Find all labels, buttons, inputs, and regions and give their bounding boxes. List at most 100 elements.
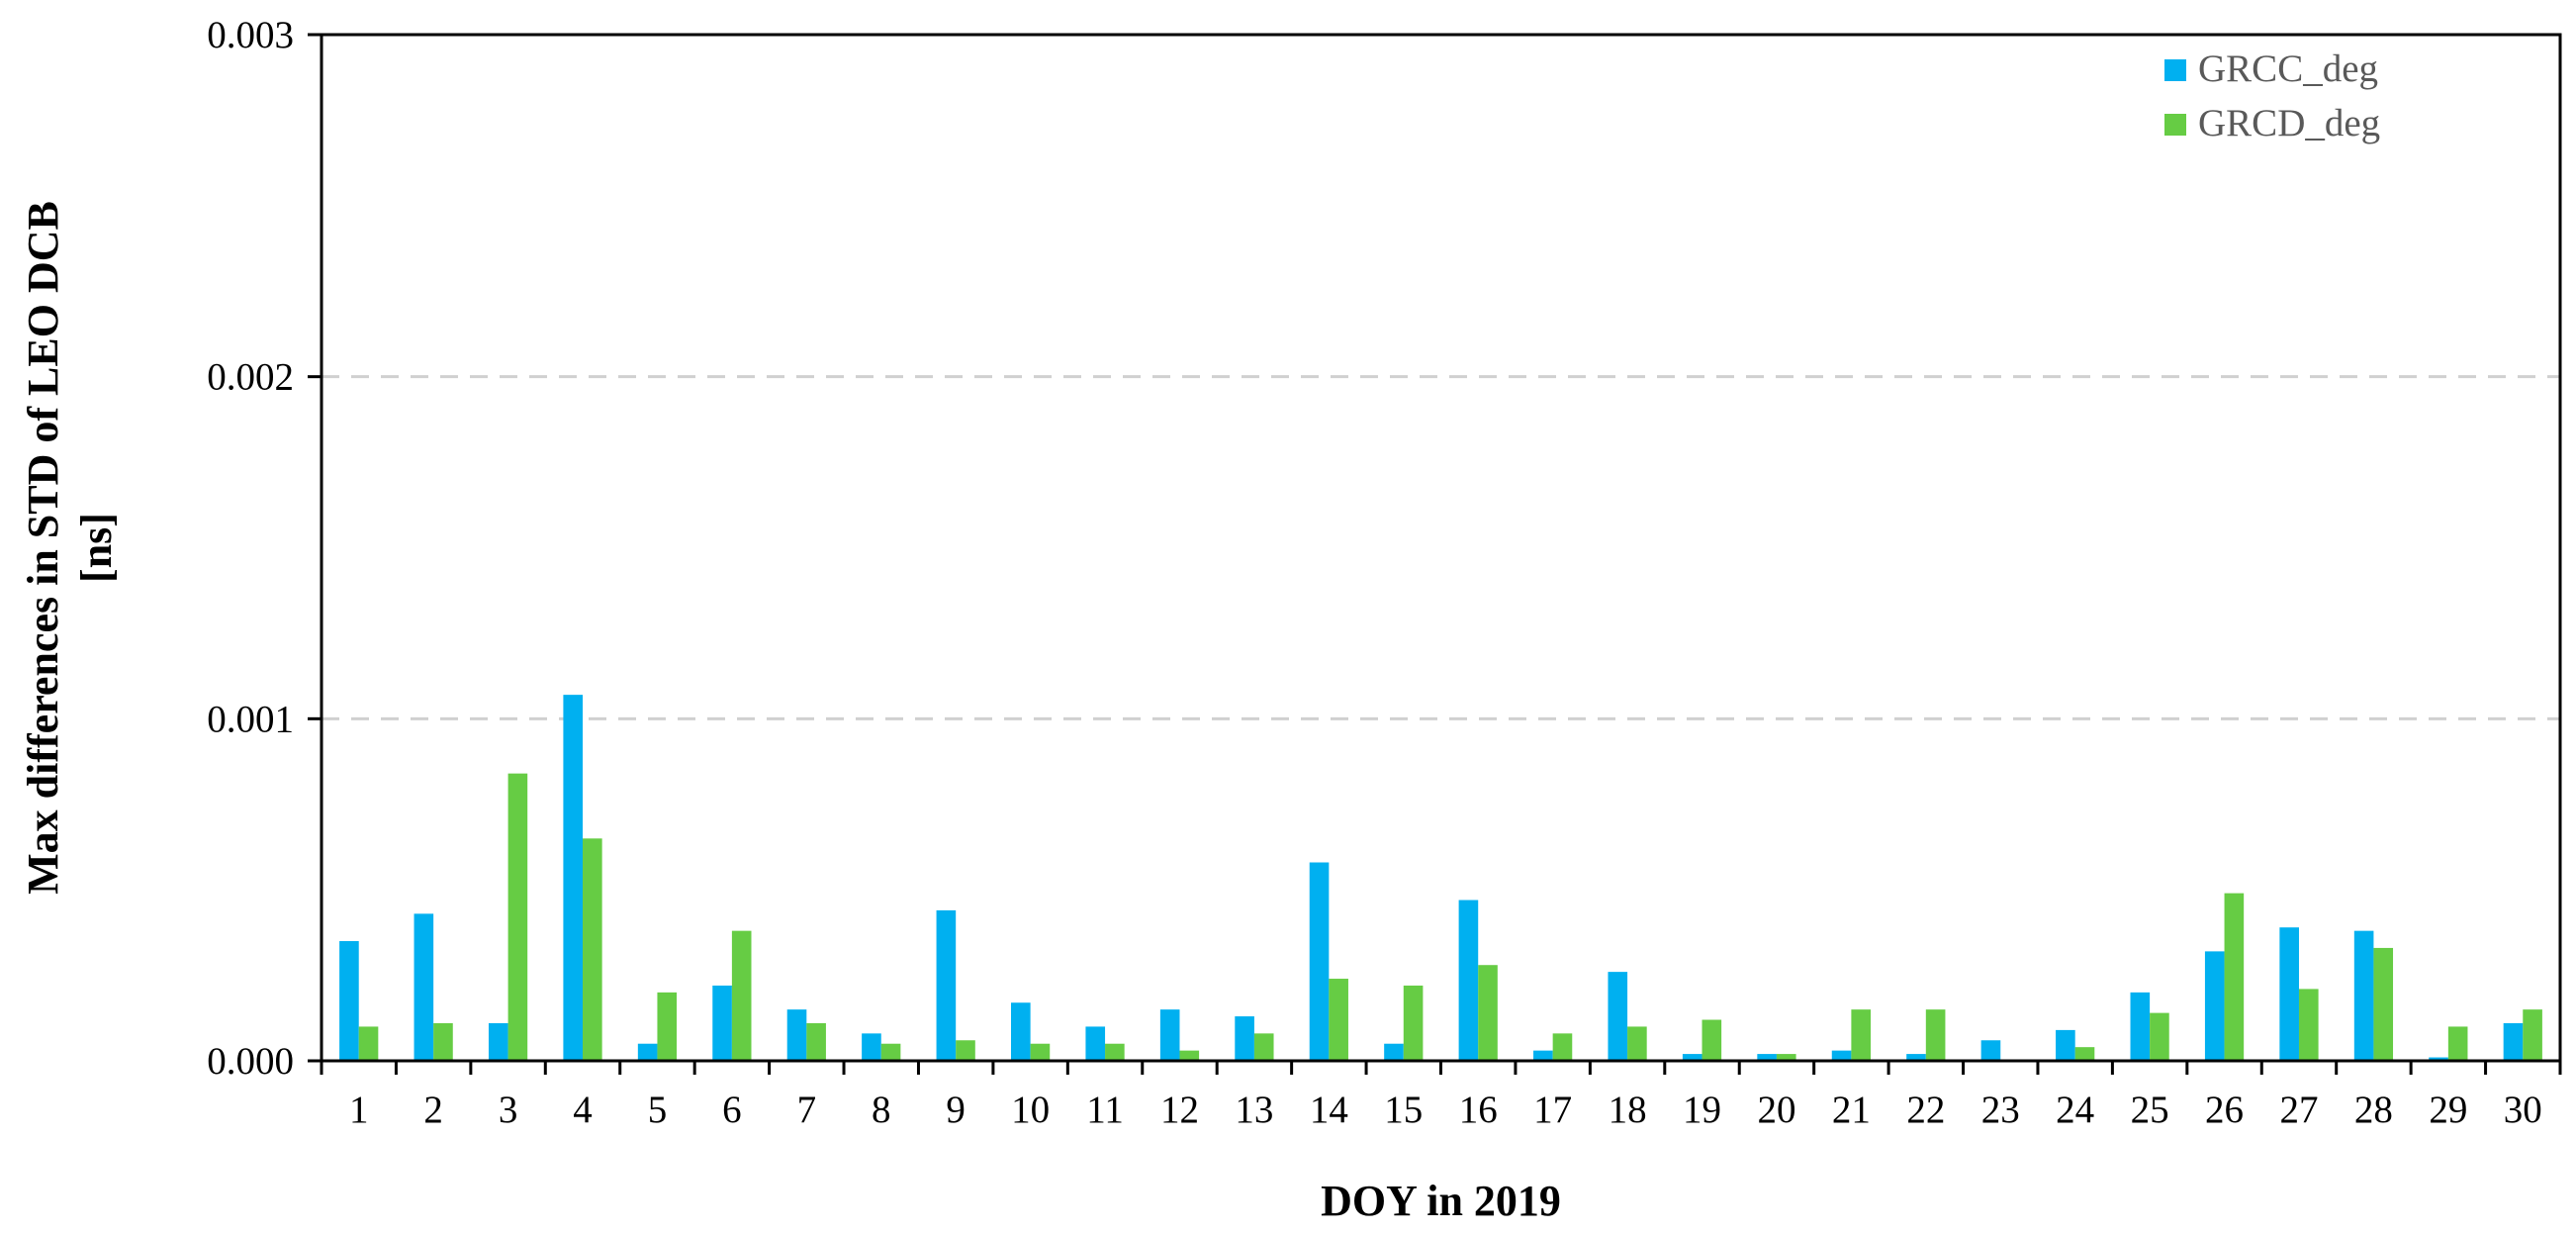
y-axis-title-line-2: [ns]: [72, 513, 121, 583]
x-tick-label: 1: [349, 1089, 369, 1131]
y-axis-title-line-1: Max differences in STD of LEO DCB: [19, 201, 67, 895]
x-tick-label: 30: [2504, 1089, 2542, 1131]
bar-grcd-deg-15: [1403, 985, 1424, 1061]
bar-grcc-deg-21: [1831, 1050, 1852, 1061]
x-tick-label: 12: [1160, 1089, 1199, 1131]
legend-swatch-grcd: [2164, 114, 2186, 136]
bar-grcc-deg-9: [936, 909, 957, 1061]
x-tick-label: 29: [2429, 1089, 2467, 1131]
x-tick-label: 13: [1235, 1089, 1273, 1131]
bar-grcc-deg-5: [637, 1043, 658, 1061]
bar-grcd-deg-14: [1329, 979, 1348, 1061]
x-tick-label: 23: [1981, 1089, 2020, 1131]
x-tick-label: 28: [2354, 1089, 2393, 1131]
bar-grcc-deg-25: [2130, 992, 2151, 1061]
legend: GRCC_deg GRCD_deg: [2164, 47, 2380, 144]
x-tick-label: 7: [797, 1089, 817, 1131]
x-tick-label: 17: [1533, 1089, 1572, 1131]
bar-grcd-deg-10: [1030, 1043, 1051, 1061]
bar-grcc-deg-7: [786, 1009, 807, 1061]
x-tick-label: 22: [1906, 1089, 1945, 1131]
x-tick-label: 5: [648, 1089, 668, 1131]
bar-grcc-deg-11: [1085, 1026, 1106, 1061]
bar-grcd-deg-1: [358, 1026, 379, 1061]
x-tick-label: 27: [2279, 1089, 2318, 1131]
legend-swatch-grcc: [2164, 59, 2186, 81]
bar-grcd-deg-17: [1552, 1033, 1573, 1061]
x-tick-label: 10: [1011, 1089, 1050, 1131]
bar-grcc-deg-4: [563, 695, 584, 1061]
bar-grcd-deg-29: [2447, 1026, 2468, 1061]
bar-grcd-deg-22: [1925, 1009, 1946, 1061]
x-tick-label: 4: [573, 1089, 593, 1131]
x-tick-label: 2: [423, 1089, 443, 1131]
x-tick-label: 18: [1609, 1089, 1647, 1131]
gridlines: [322, 375, 2560, 720]
bar-grcc-deg-12: [1159, 1009, 1180, 1061]
legend-label-grcd: GRCD_deg: [2198, 102, 2380, 144]
x-tick-label: 26: [2205, 1089, 2244, 1131]
bar-grcd-deg-6: [731, 930, 752, 1061]
y-tick-label: 0.002: [207, 356, 294, 399]
x-tick-label: 25: [2131, 1089, 2169, 1131]
bar-grcd-deg-8: [880, 1043, 901, 1061]
bar-grcd-deg-28: [2373, 947, 2394, 1061]
bar-grcc-deg-19: [1682, 1054, 1702, 1061]
bar-grcc-deg-29: [2429, 1057, 2448, 1061]
bar-grcc-deg-3: [488, 1022, 508, 1061]
bar-grcc-deg-8: [862, 1033, 881, 1061]
bar-grcd-deg-27: [2298, 989, 2319, 1061]
x-tick-label: 19: [1683, 1089, 1721, 1131]
bar-grcd-deg-13: [1253, 1033, 1274, 1061]
bar-grcd-deg-21: [1851, 1009, 1871, 1061]
y-axis-ticks: 0.000 0.001 0.002 0.003: [207, 14, 322, 1083]
bar-grcc-deg-14: [1309, 862, 1330, 1061]
x-tick-label: 21: [1832, 1089, 1871, 1131]
x-tick-label: 6: [722, 1089, 742, 1131]
x-tick-label: 24: [2056, 1089, 2094, 1131]
legend-label-grcc: GRCC_deg: [2198, 47, 2378, 90]
x-tick-label: 14: [1310, 1089, 1348, 1131]
bar-grcd-deg-5: [657, 992, 678, 1061]
bar-grcc-deg-22: [1906, 1054, 1926, 1061]
bar-grcd-deg-16: [1478, 965, 1498, 1061]
y-tick-label: 0.001: [207, 698, 294, 740]
bar-grcc-deg-20: [1757, 1054, 1777, 1061]
bar-grcd-deg-12: [1179, 1050, 1200, 1061]
bar-grcc-deg-16: [1458, 900, 1479, 1061]
x-tick-label: 9: [946, 1089, 966, 1131]
bar-grcc-deg-28: [2353, 930, 2374, 1061]
x-tick-label: 15: [1384, 1089, 1423, 1131]
bar-grcc-deg-24: [2056, 1029, 2075, 1061]
x-tick-label: 16: [1459, 1089, 1498, 1131]
bar-grcc-deg-17: [1533, 1050, 1553, 1061]
bar-grcd-deg-9: [956, 1040, 975, 1061]
bar-grcc-deg-6: [712, 985, 732, 1061]
bar-grcd-deg-2: [433, 1022, 453, 1061]
bar-grcd-deg-3: [507, 773, 528, 1061]
x-axis-title: DOY in 2019: [1321, 1177, 1561, 1225]
bar-grcc-deg-18: [1608, 972, 1628, 1061]
bar-grcd-deg-4: [583, 838, 602, 1061]
bar-grcc-deg-10: [1011, 1002, 1031, 1061]
bar-grcc-deg-26: [2204, 951, 2225, 1061]
x-tick-label: 20: [1757, 1089, 1795, 1131]
bar-grcd-deg-24: [2074, 1047, 2095, 1061]
y-tick-label: 0.000: [207, 1040, 294, 1083]
bar-grcc-deg-15: [1384, 1043, 1404, 1061]
x-tick-label: 3: [499, 1089, 518, 1131]
y-tick-label: 0.003: [207, 14, 294, 56]
bar-grcd-deg-18: [1627, 1026, 1647, 1061]
bar-grcd-deg-30: [2523, 1009, 2542, 1061]
x-tick-label: 11: [1086, 1089, 1124, 1131]
bar-grcc-deg-2: [414, 913, 434, 1061]
bar-grcc-deg-13: [1235, 1016, 1254, 1061]
bar-grcc-deg-23: [1980, 1040, 2001, 1061]
bar-grcd-deg-19: [1702, 1019, 1722, 1061]
x-axis-ticks: 1 2 3 4 5 6 7 8 9 10 11 12 13 14 15 16 17 18 19 20 21 22 23 24 2…: [320, 1061, 2562, 1131]
bars: [339, 695, 2542, 1061]
bar-grcd-deg-26: [2224, 893, 2245, 1061]
bar-grcc-deg-30: [2503, 1022, 2524, 1061]
bar-grcd-deg-25: [2150, 1012, 2169, 1061]
